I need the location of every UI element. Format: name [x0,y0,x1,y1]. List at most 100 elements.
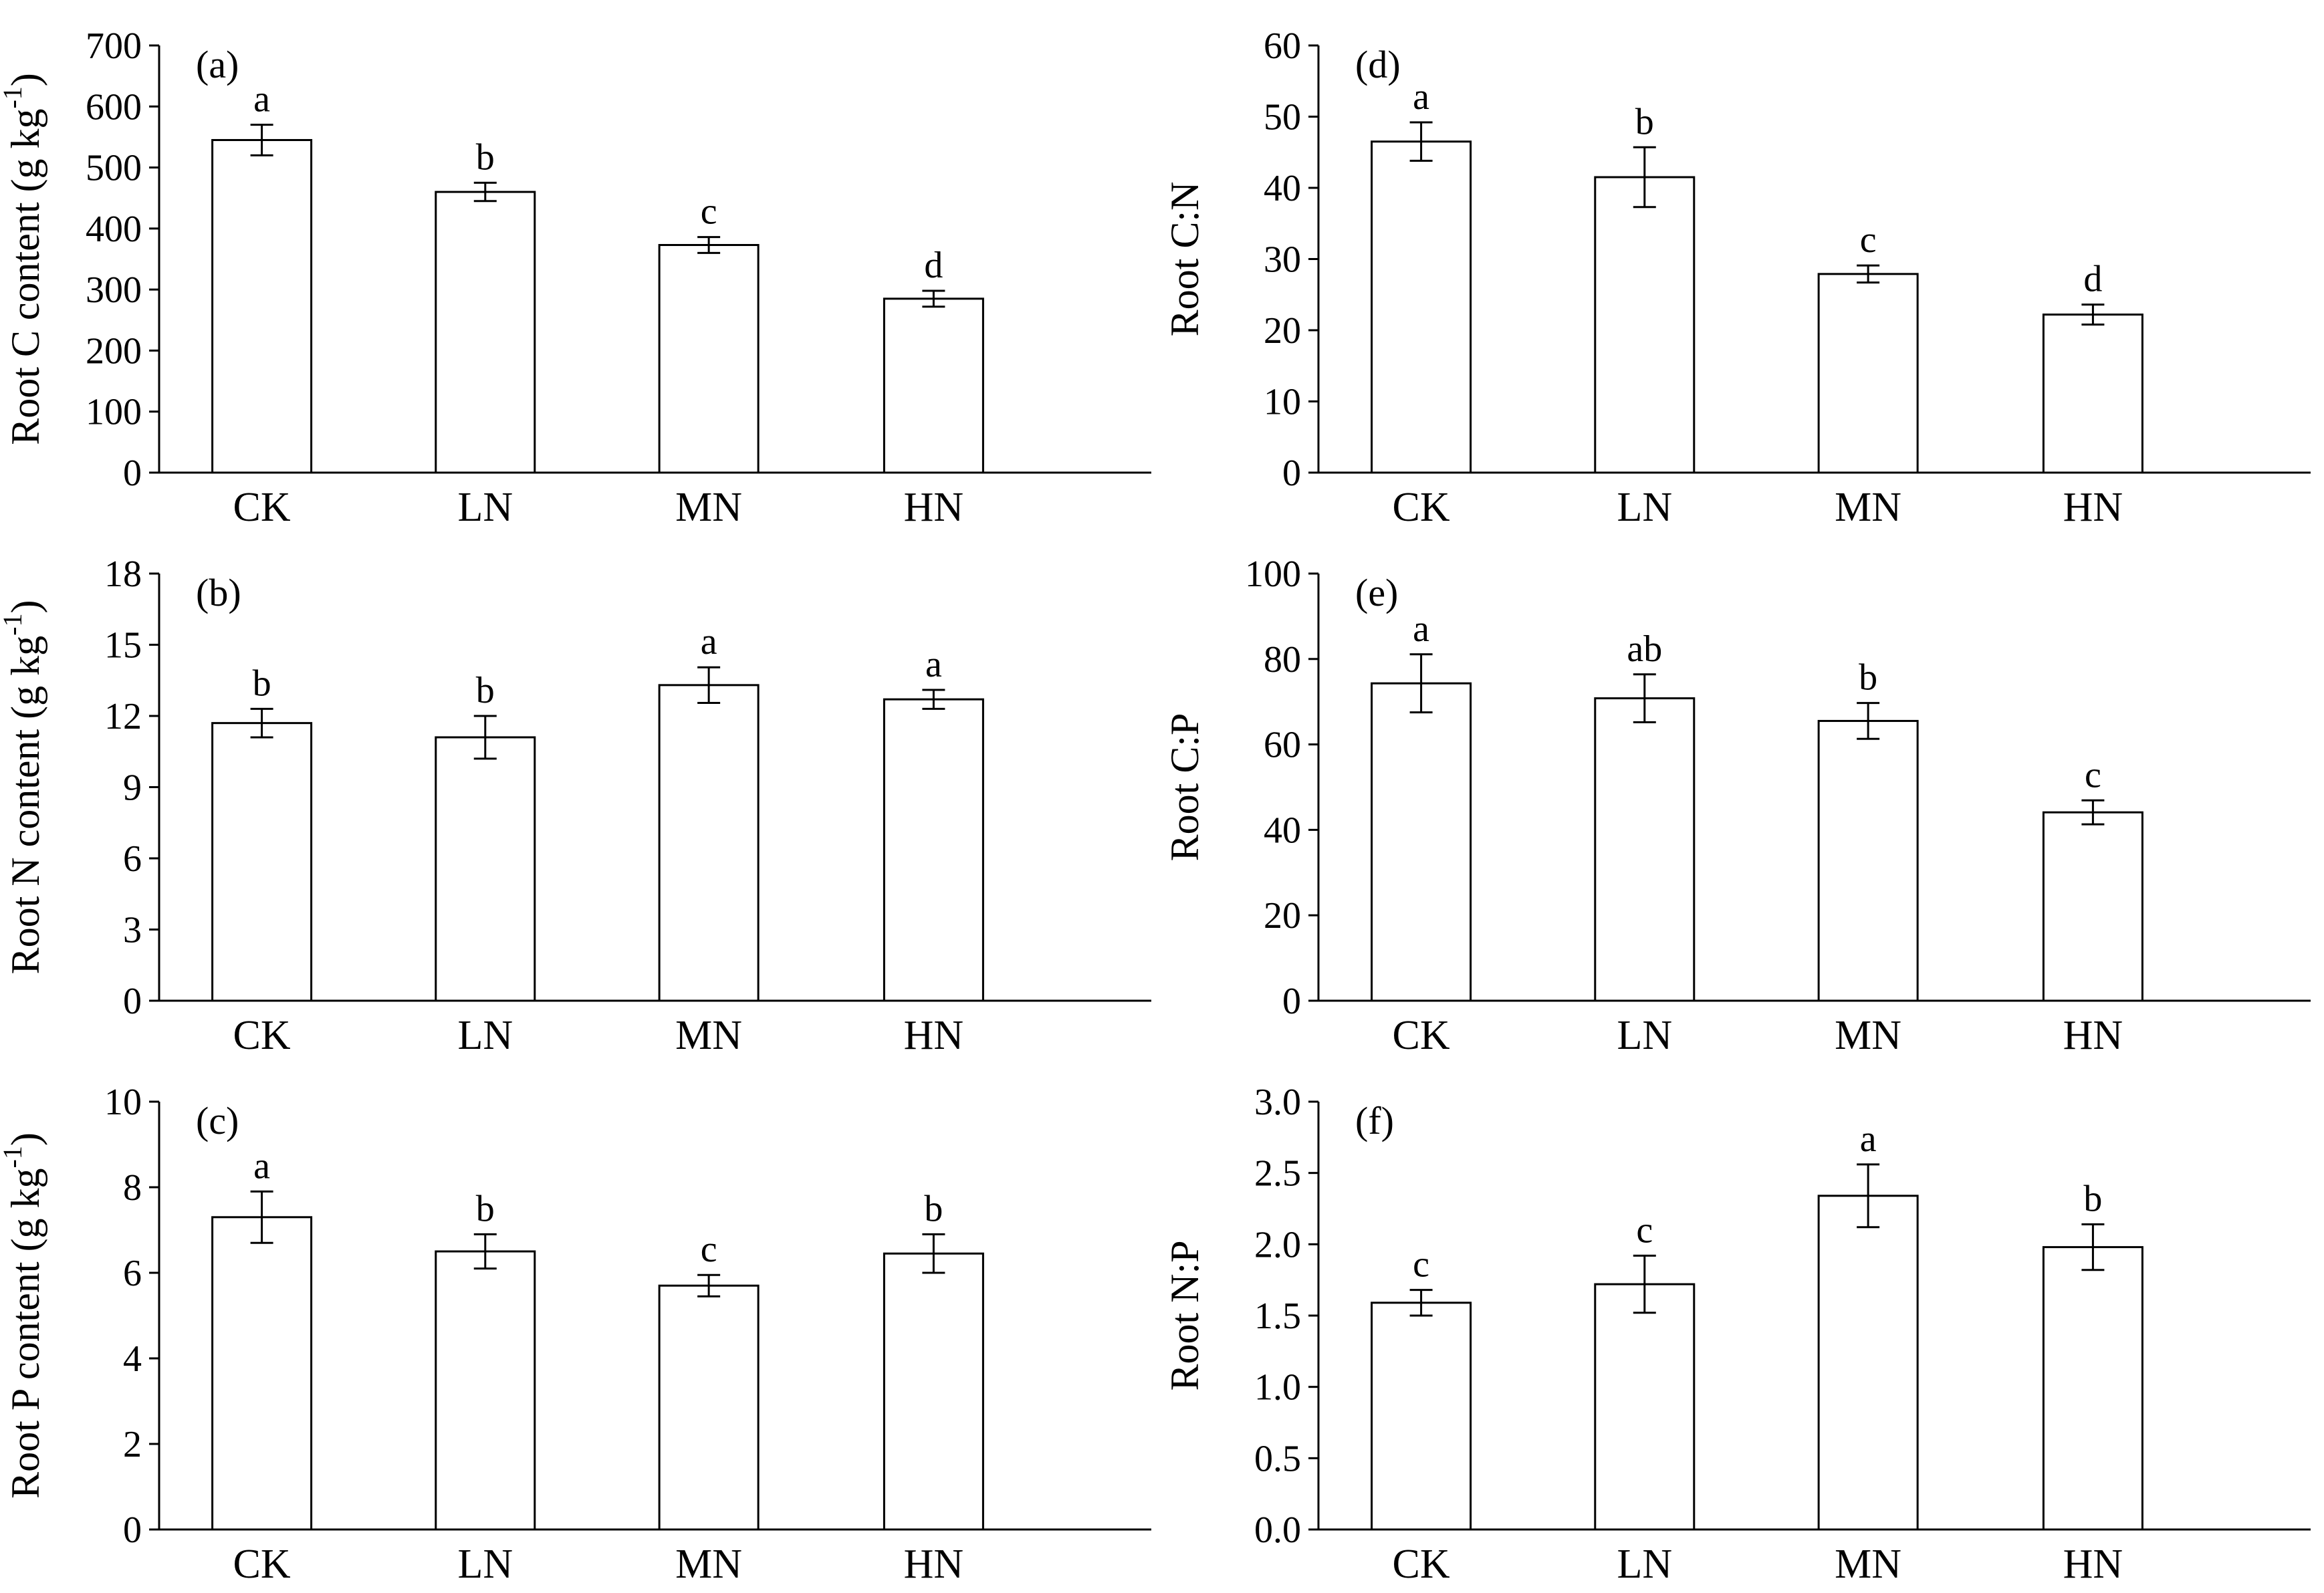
y-axis-title-unit-exponent: -1 [0,86,27,108]
y-tick-label: 0 [123,1509,142,1551]
x-tick-label: HN [904,1542,964,1587]
y-axis-title: Root C:P [1163,713,1207,862]
significance-letter: c [1636,1209,1653,1251]
x-tick-label: CK [1393,1542,1450,1587]
significance-letter: b [476,670,495,711]
significance-letter: b [253,662,271,704]
significance-letter: a [925,644,942,685]
y-axis-title: Root C content (g kg-1) [0,73,47,445]
y-tick-label: 300 [86,269,142,311]
significance-letter: b [1635,101,1654,142]
y-axis-title-text: Root P content (g kg [3,1168,47,1498]
x-tick-label: LN [1617,1542,1672,1587]
y-axis-title: Root N content (g kg-1) [0,600,47,975]
y-axis-title: Root C:N [1163,182,1207,337]
significance-letter: c [701,191,717,233]
y-tick-label: 20 [1264,895,1301,937]
significance-letter: a [1860,1118,1877,1160]
bar-mn [658,1284,760,1531]
bar-hn [2042,314,2143,474]
x-tick-label: LN [457,485,513,530]
x-tick-label: HN [904,485,964,530]
bar-ck [1371,1302,1472,1531]
x-tick-label: LN [457,1013,513,1058]
panel-a: 0 100 200 300 400 500 600 700 a CK b LN c MN d HN (a) Roo… [0,25,1151,530]
bar-ln [435,191,536,474]
x-tick-label: MN [675,1013,742,1058]
panel-label: (e) [1355,571,1398,614]
significance-letter: a [253,1145,270,1187]
y-tick-label: 600 [86,86,142,128]
y-axis-title-end: ) [3,73,47,86]
y-tick-label: 2.0 [1254,1224,1301,1265]
significance-letter: b [476,1188,495,1229]
x-tick-label: CK [1393,485,1450,530]
y-tick-label: 100 [86,392,142,433]
panel-e: 0 20 40 60 80 100 a CK ab LN b MN c HN (e) Root C:P [1163,554,2311,1058]
bar-hn [2042,1246,2143,1531]
y-tick-label: 12 [104,696,142,737]
bar-ln [1594,1283,1696,1531]
y-tick-label: 9 [123,767,142,809]
significance-letter: a [1413,608,1429,650]
y-axis-title-text: Root C:N [1163,182,1207,337]
y-axis-title-end: ) [3,1132,47,1146]
y-axis-title-end: ) [3,600,47,614]
bar-ln [435,736,536,1002]
panel-label: (b) [196,571,241,614]
y-tick-label: 200 [86,330,142,372]
panel-label: (c) [196,1099,239,1142]
y-tick-label: 400 [86,209,142,250]
y-axis-title: Root P content (g kg-1) [0,1132,47,1499]
y-tick-label: 4 [123,1338,142,1380]
bar-hn [883,698,984,1002]
y-axis-title-unit-exponent: -1 [0,1146,27,1168]
y-axis-title: Root N:P [1163,1240,1207,1390]
panel-c: 0 2 4 6 8 10 a CK b LN c MN b HN (c) Root P content (g … [0,1082,1151,1587]
significance-letter: b [476,136,495,178]
bar-ck [211,138,313,474]
y-tick-label: 0 [123,453,142,494]
significance-letter: a [701,621,717,662]
y-tick-label: 50 [1264,97,1301,138]
y-axis-title-text: Root C content (g kg [3,109,47,445]
y-tick-label: 1.0 [1254,1367,1301,1408]
x-tick-label: HN [2063,485,2123,530]
x-tick-label: CK [233,1542,291,1587]
x-tick-label: MN [675,1542,742,1587]
y-axis-title-text: Root N:P [1163,1240,1207,1390]
x-tick-label: CK [233,1013,291,1058]
bar-hn [883,297,984,474]
bar-mn [1817,719,1919,1002]
y-tick-label: 6 [123,838,142,880]
panel-label: (d) [1355,43,1401,86]
bar-hn [2042,811,2143,1002]
x-tick-label: HN [2063,1013,2123,1058]
x-tick-label: MN [1835,1013,1901,1058]
bar-mn [658,684,760,1002]
significance-letter: b [1859,657,1877,699]
bar-ck [211,722,313,1002]
bar-mn [1817,273,1919,474]
significance-letter: d [924,245,943,286]
y-tick-label: 40 [1264,168,1301,209]
y-tick-label: 20 [1264,310,1301,352]
y-tick-label: 2.5 [1254,1153,1301,1195]
y-tick-label: 60 [1264,725,1301,766]
y-tick-label: 3.0 [1254,1082,1301,1123]
panel-label: (a) [196,43,239,86]
y-tick-label: 1.5 [1254,1296,1301,1337]
x-tick-label: MN [1835,1542,1901,1587]
bar-ln [1594,697,1696,1002]
x-tick-label: CK [233,485,291,530]
bar-mn [658,244,760,474]
x-tick-label: LN [1617,1013,1672,1058]
x-tick-label: LN [457,1542,513,1587]
bar-ck [1371,682,1472,1002]
x-tick-label: MN [1835,485,1901,530]
y-tick-label: 40 [1264,810,1301,851]
significance-letter: d [2083,259,2102,300]
x-tick-label: HN [2063,1542,2123,1587]
significance-letter: a [1413,76,1429,118]
